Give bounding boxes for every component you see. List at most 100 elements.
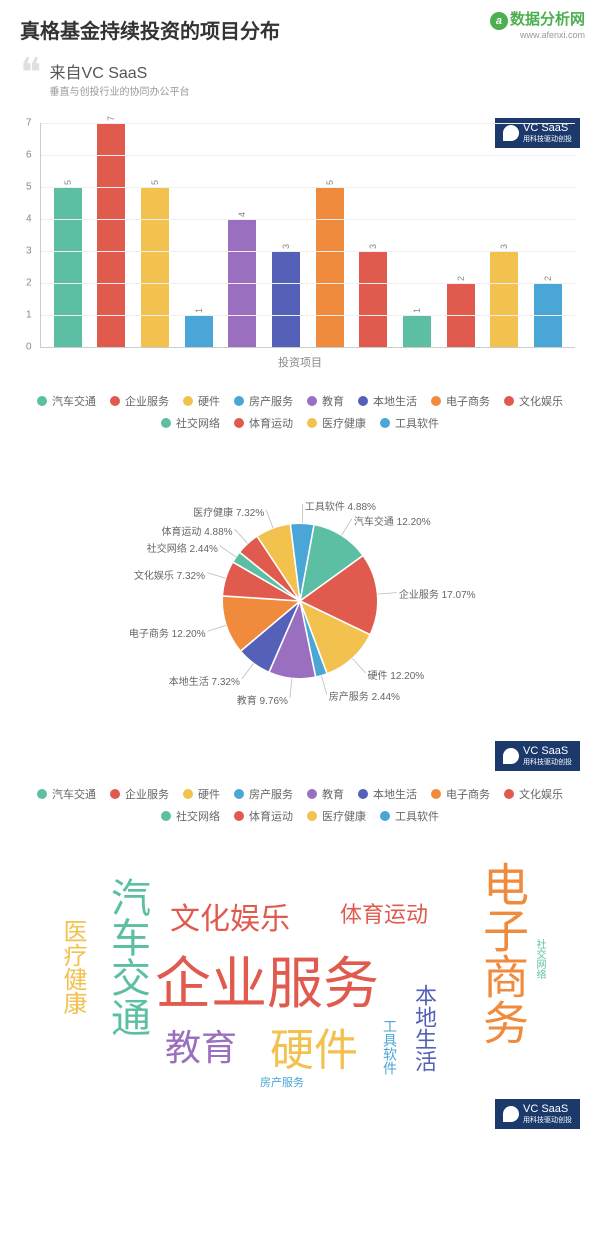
- bar-local: 3: [272, 251, 300, 347]
- badge-icon: [503, 748, 519, 764]
- pie-label-sports: 体育运动 4.88%: [161, 523, 232, 538]
- wordcloud-word: 工具软件: [380, 1019, 400, 1075]
- bar-culture: 3: [359, 251, 387, 347]
- legend-label: 工具软件: [395, 415, 439, 431]
- pie-leader: [208, 625, 226, 631]
- bar-ecommerce: 5: [316, 187, 344, 347]
- legend-swatch: [431, 396, 441, 406]
- wordcloud-word: 教育: [165, 1019, 237, 1071]
- pie-leader: [321, 676, 326, 695]
- wordcloud-word: 汽车交通: [98, 877, 156, 1037]
- legend-label: 电子商务: [446, 393, 490, 409]
- legend-item-health: 医疗健康: [307, 808, 366, 824]
- pie-label-realestate: 房产服务 2.44%: [329, 688, 400, 703]
- legend-item-edu: 教育: [307, 393, 344, 409]
- legend-swatch: [37, 396, 47, 406]
- gridline: [41, 251, 575, 252]
- legend-item-local: 本地生活: [358, 786, 417, 802]
- wordcloud-word: 企业服务: [155, 939, 379, 1020]
- subtitle: 来自VC SaaS: [50, 59, 190, 83]
- at-icon: a: [490, 12, 508, 30]
- pie-leader: [242, 663, 254, 679]
- legend-label: 医疗健康: [322, 808, 366, 824]
- legend-swatch: [183, 789, 193, 799]
- legend-label: 房产服务: [249, 393, 293, 409]
- legend-item-ent_srv: 企业服务: [110, 786, 169, 802]
- bar-legend: 汽车交通企业服务硬件房产服务教育本地生活电子商务文化娱乐社交网络体育运动医疗健康…: [20, 393, 580, 431]
- badge-sub: 用科技驱动创投: [523, 757, 572, 767]
- legend-swatch: [307, 396, 317, 406]
- legend-label: 硬件: [198, 786, 220, 802]
- bar-realestate: 1: [185, 315, 213, 347]
- bar-social: 1: [403, 315, 431, 347]
- legend-item-hardware: 硬件: [183, 786, 220, 802]
- bar-plot: 575143531232 01234567: [40, 123, 575, 348]
- legend-swatch: [504, 789, 514, 799]
- legend-swatch: [110, 789, 120, 799]
- bars-container: 575143531232: [41, 123, 575, 347]
- bar-value-label: 3: [499, 244, 509, 249]
- legend-item-sports: 体育运动: [234, 808, 293, 824]
- legend-item-social: 社交网络: [161, 808, 220, 824]
- legend-label: 企业服务: [125, 786, 169, 802]
- legend-label: 医疗健康: [322, 415, 366, 431]
- bar-health: 3: [490, 251, 518, 347]
- pie-leader: [290, 678, 292, 697]
- gridline: [41, 219, 575, 220]
- gridline: [41, 123, 575, 124]
- legend-swatch: [161, 418, 171, 428]
- badge-name: VC SaaS: [523, 1103, 568, 1115]
- legend-label: 社交网络: [176, 415, 220, 431]
- pie-chart: 汽车交通 12.20%企业服务 17.07%硬件 12.20%房产服务 2.44…: [160, 461, 440, 741]
- pie-leader: [220, 546, 236, 557]
- legend-swatch: [234, 418, 244, 428]
- legend-label: 文化娱乐: [519, 393, 563, 409]
- subtitle-row: ❝ 来自VC SaaS 垂直与创投行业的协同办公平台: [20, 59, 580, 98]
- pie-label-ent_srv: 企业服务 17.07%: [399, 586, 476, 601]
- pie-leader: [352, 658, 365, 672]
- gridline: [41, 315, 575, 316]
- legend-label: 工具软件: [395, 808, 439, 824]
- legend-item-auto: 汽车交通: [37, 393, 96, 409]
- legend-item-ecommerce: 电子商务: [431, 393, 490, 409]
- legend-item-health: 医疗健康: [307, 415, 366, 431]
- bar-value-label: 7: [106, 116, 116, 121]
- gridline: [41, 283, 575, 284]
- pie-legend: 汽车交通企业服务硬件房产服务教育本地生活电子商务文化娱乐社交网络体育运动医疗健康…: [20, 786, 580, 824]
- y-tick: 1: [26, 310, 32, 321]
- gridline: [41, 187, 575, 188]
- bar-value-label: 3: [281, 244, 291, 249]
- pie-label-culture: 文化娱乐 7.32%: [134, 567, 205, 582]
- legend-label: 教育: [322, 393, 344, 409]
- legend-label: 企业服务: [125, 393, 169, 409]
- legend-swatch: [234, 396, 244, 406]
- pie-leader: [207, 573, 226, 579]
- legend-item-realestate: 房产服务: [234, 786, 293, 802]
- bar-chart: VC SaaS用科技驱动创投 575143531232 01234567 投资项…: [20, 118, 580, 378]
- wordcloud-word: 硬件: [270, 1014, 358, 1078]
- bar-value-label: 5: [325, 180, 335, 185]
- legend-item-auto: 汽车交通: [37, 786, 96, 802]
- badge-icon: [503, 1106, 519, 1122]
- site-watermark: a数据分析网 www.afenxi.com: [490, 8, 585, 40]
- y-tick: 6: [26, 150, 32, 161]
- page-root: a数据分析网 www.afenxi.com 真格基金持续投资的项目分布 ❝ 来自…: [0, 0, 600, 1144]
- bar-hardware: 5: [141, 187, 169, 347]
- y-tick: 0: [26, 342, 32, 353]
- legend-item-culture: 文化娱乐: [504, 786, 563, 802]
- bar-value-label: 5: [150, 180, 160, 185]
- legend-item-local: 本地生活: [358, 393, 417, 409]
- legend-label: 本地生活: [373, 393, 417, 409]
- legend-label: 本地生活: [373, 786, 417, 802]
- wordcloud-word: 房产服务: [260, 1074, 304, 1090]
- pie-section: 汽车交通 12.20%企业服务 17.07%硬件 12.20%房产服务 2.44…: [20, 446, 580, 771]
- bar-value-label: 2: [456, 276, 466, 281]
- legend-label: 汽车交通: [52, 393, 96, 409]
- y-tick: 2: [26, 278, 32, 289]
- site-name: 数据分析网: [510, 11, 585, 28]
- pie-label-local: 本地生活 7.32%: [169, 673, 240, 688]
- wordcloud-word: 本地生活: [408, 984, 440, 1072]
- wordcloud-word: 医疗健康: [55, 919, 90, 1015]
- legend-swatch: [431, 789, 441, 799]
- legend-item-sports: 体育运动: [234, 415, 293, 431]
